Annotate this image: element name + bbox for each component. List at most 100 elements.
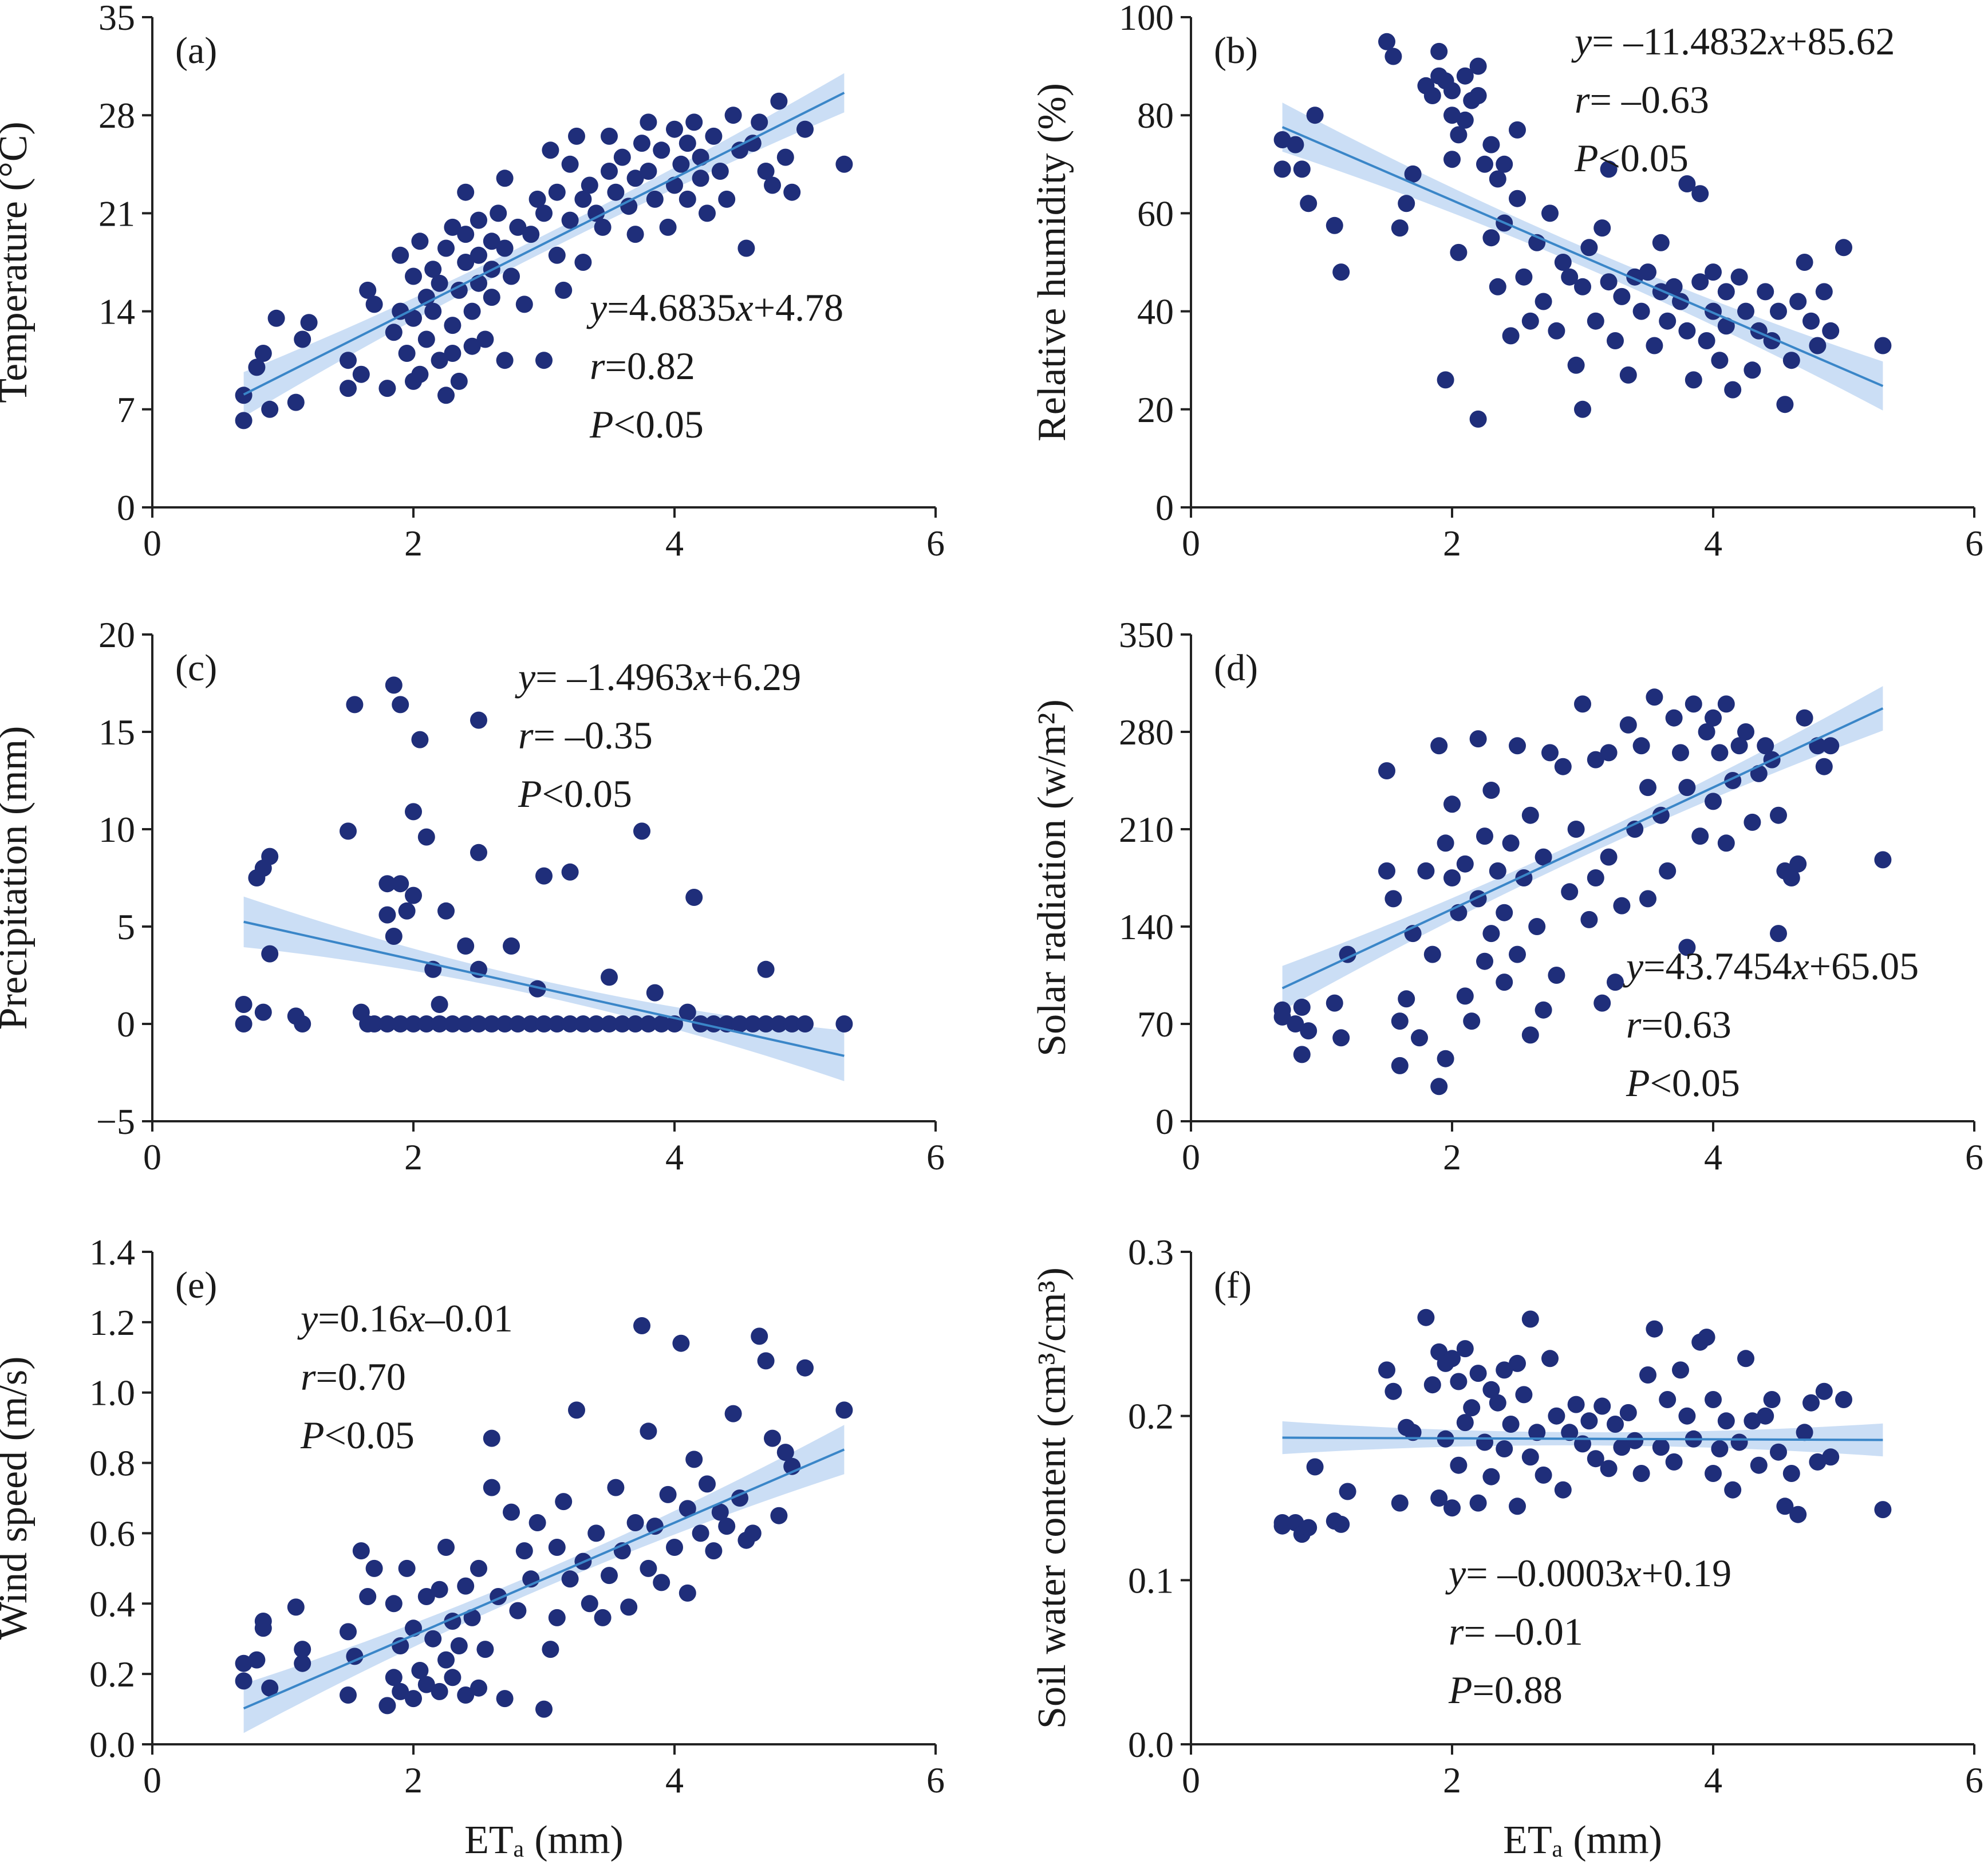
scatter-point: [424, 302, 442, 320]
annotation-eq-pre: y: [1571, 19, 1592, 63]
scatter-point: [378, 875, 396, 893]
scatter-point: [411, 365, 429, 383]
scatter-point: [444, 218, 462, 236]
annotation-eq-body: = –1.4963: [535, 655, 693, 699]
scatter-point: [568, 1401, 585, 1419]
regression-line: [1281, 707, 1884, 990]
scatter-point: [666, 1539, 683, 1556]
scatter-point: [1711, 352, 1729, 369]
scatter-point: [587, 204, 605, 222]
scatter-point: [561, 211, 579, 229]
scatter-point: [1626, 1432, 1644, 1449]
scatter-point: [1521, 1026, 1539, 1044]
annotation-eq-pre: y: [1445, 1551, 1466, 1595]
scatter-point: [385, 1595, 403, 1613]
scatter-point: [476, 1641, 494, 1658]
scatter-point: [646, 984, 664, 1002]
scatter-point: [470, 1559, 487, 1577]
scatter-point: [1646, 337, 1663, 354]
scatter-point: [620, 1598, 638, 1616]
annotation-p-var: P: [518, 772, 542, 815]
scatter-point: [705, 127, 723, 145]
scatter-point: [1730, 1433, 1748, 1451]
scatter-point: [1502, 1416, 1520, 1433]
y-tick-label: 1.0: [89, 1373, 135, 1413]
scatter-point: [1456, 111, 1474, 129]
scatter-point: [528, 980, 546, 998]
scatter-point: [496, 239, 514, 257]
scatter-point: [457, 183, 475, 201]
scatter-point: [1535, 1001, 1552, 1019]
scatter-point: [359, 1588, 377, 1605]
scatter-point: [1423, 87, 1441, 104]
scatter-point: [568, 127, 585, 145]
scatter-point: [346, 1648, 364, 1665]
scatter-point: [405, 267, 422, 285]
scatter-point: [1822, 737, 1840, 755]
scatter-point: [1757, 1407, 1774, 1425]
scatter-point: [796, 1359, 814, 1377]
scatter-point: [1469, 1365, 1487, 1382]
panel-d: 0 2 4 6 0 70 140 210 280 350 Solar radiation (w/m²…: [1030, 614, 1983, 1177]
scatter-point: [1300, 1022, 1318, 1040]
scatter-point: [1619, 716, 1637, 734]
scatter-point: [699, 204, 716, 222]
scatter-point: [1482, 229, 1500, 247]
scatter-point: [1437, 1050, 1454, 1067]
scatter-point: [1646, 1320, 1663, 1338]
scatter-point: [1482, 1468, 1500, 1485]
scatter-point: [1607, 1416, 1624, 1433]
scatter-point: [711, 1503, 729, 1521]
annotation-eq-body: =0.16: [318, 1296, 408, 1340]
scatter-point: [1443, 1350, 1461, 1368]
scatter-point: [1822, 1448, 1840, 1466]
scatter-point: [1509, 1497, 1526, 1515]
scatter-point: [1815, 283, 1833, 301]
regression-annotation-line: y= –11.4832x+85.62: [1571, 19, 1895, 63]
scatter-point: [601, 127, 618, 145]
scatter-point: [751, 113, 768, 131]
scatter-point: [1476, 155, 1493, 173]
scatter-point: [1607, 332, 1624, 349]
annotation-r-body: =0.82: [605, 344, 695, 388]
scatter-point: [1717, 695, 1735, 713]
scatter-point: [437, 1539, 455, 1556]
scatter-point: [1391, 1057, 1409, 1074]
scatter-point: [248, 1651, 266, 1669]
scatter-point: [1776, 396, 1794, 413]
scatter-point: [1600, 160, 1618, 178]
y-tick-label: 210: [1119, 809, 1174, 850]
scatter-point: [685, 113, 703, 131]
scatter-point: [1482, 1381, 1500, 1398]
y-tick-label: 0.6: [89, 1513, 135, 1554]
annotation-eq-pre: y: [1623, 944, 1644, 988]
y-tick-label: 60: [1137, 193, 1174, 234]
scatter-point: [1476, 827, 1493, 845]
scatter-point: [378, 1697, 396, 1715]
scatter-point: [1332, 1515, 1350, 1533]
scatter-point: [535, 867, 553, 885]
annotation-eq-var: x: [736, 286, 754, 329]
scatter-point: [1273, 1517, 1291, 1535]
scatter-point: [1437, 371, 1454, 389]
scatter-point: [1593, 1397, 1611, 1415]
scatter-point: [1750, 764, 1768, 782]
scatter-point: [483, 1479, 500, 1496]
scatter-point: [1639, 1366, 1656, 1384]
regression-annotation-line: y=43.7454x+65.05: [1623, 944, 1919, 988]
scatter-point: [613, 1015, 631, 1033]
scatter-point: [437, 902, 455, 920]
scatter-point: [1561, 883, 1579, 901]
x-tick-label: 0: [1182, 1760, 1200, 1800]
scatter-point: [574, 190, 592, 208]
y-tick-label: 0.2: [1128, 1396, 1174, 1437]
scatter-point: [542, 141, 559, 159]
scatter-point: [503, 937, 520, 955]
scatter-point: [424, 1630, 442, 1648]
scatter-point: [1730, 268, 1748, 286]
annotation-p-var: P: [1574, 136, 1599, 180]
y-tick-label: 0: [1155, 487, 1174, 528]
scatter-point: [1717, 283, 1735, 301]
y-tick-label: 0.2: [89, 1654, 135, 1694]
regression-line: [243, 92, 845, 396]
